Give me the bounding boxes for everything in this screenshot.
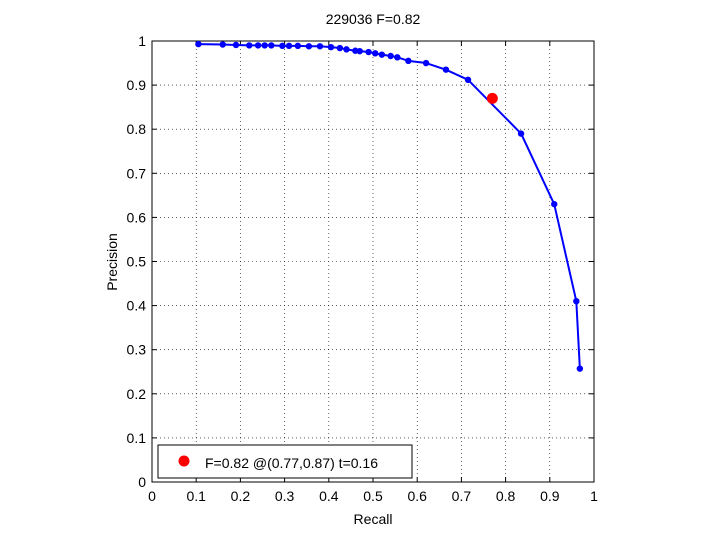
pr-curve-point — [279, 42, 286, 50]
pr-curve-point — [285, 42, 293, 50]
x-tick-label: 0.1 — [186, 488, 206, 504]
pr-curve-point — [422, 59, 430, 67]
pr-curve-point — [195, 40, 202, 48]
y-tick-label: 0.5 — [127, 254, 147, 270]
x-tick-label: 1 — [590, 488, 598, 504]
x-tick-label: 0.6 — [407, 488, 427, 504]
pr-curve-point — [246, 42, 253, 49]
y-tick-label: 0.4 — [127, 298, 147, 314]
pr-curve-point — [268, 42, 275, 49]
legend-label: F=0.82 @(0.77,0.87) t=0.16 — [205, 455, 378, 471]
pr-curve-point — [336, 44, 344, 52]
highlight-layer — [486, 92, 498, 104]
x-tick-label: 0.9 — [540, 488, 560, 504]
series-layer — [195, 40, 584, 372]
x-tick-label: 0.8 — [496, 488, 516, 504]
pr-curve-point — [254, 42, 262, 49]
x-tick-label: 0.5 — [363, 488, 383, 504]
chart-title: 229036 F=0.82 — [326, 11, 421, 27]
y-axis-label: Precision — [104, 233, 120, 291]
y-tick-label: 1 — [138, 33, 146, 49]
x-tick-label: 0.7 — [452, 488, 472, 504]
y-tick-label: 0.2 — [127, 386, 147, 402]
x-tick-label: 0.4 — [319, 488, 339, 504]
pr-curve-point — [365, 48, 372, 56]
pr-curve-point — [327, 43, 335, 51]
pr-curve-point — [517, 130, 525, 137]
pr-curve-point — [232, 41, 240, 49]
pr-curve-point — [442, 66, 450, 73]
pr-curve-point — [372, 50, 379, 57]
y-tick-label: 0.8 — [127, 121, 147, 137]
pr-curve-point — [405, 57, 412, 65]
pr-curve-point — [305, 43, 313, 50]
pr-curve-point — [219, 41, 226, 48]
legend: F=0.82 @(0.77,0.87) t=0.16 — [157, 444, 413, 479]
legend-box — [157, 444, 413, 479]
x-tick-label: 0.3 — [275, 488, 295, 504]
best-f-point — [486, 92, 498, 104]
y-tick-label: 0.9 — [127, 77, 147, 93]
pr-curve-point — [573, 297, 580, 305]
pr-curve-point — [316, 43, 324, 50]
pr-curve-point — [261, 42, 268, 49]
y-tick-label: 0 — [138, 474, 146, 490]
y-tick-label: 0.6 — [127, 209, 147, 225]
pr-curve-point — [343, 46, 350, 53]
y-tick-label: 0.1 — [127, 430, 147, 446]
y-tick-label: 0.3 — [127, 342, 147, 358]
pr-curve-point — [294, 42, 302, 50]
pr-curve-point — [356, 47, 363, 55]
pr-curve-point — [551, 200, 558, 208]
y-tick-label: 0.7 — [127, 165, 147, 181]
pr-curve-point — [387, 52, 394, 60]
pr-curve-point — [394, 54, 401, 61]
grid-lines — [152, 41, 594, 482]
x-axis-label: Recall — [354, 511, 393, 527]
legend-marker — [178, 455, 190, 467]
plot-axes-box — [151, 40, 595, 483]
x-tick-labels: 0 0.1 0.2 0.3 0.4 0.5 0.6 0.7 0.8 0.9 1 — [148, 488, 598, 504]
pr-curve-point — [378, 51, 386, 58]
pr-curve-point — [464, 76, 472, 84]
y-tick-labels: 0 0.1 0.2 0.3 0.4 0.5 0.6 0.7 0.8 0.9 1 — [127, 33, 147, 490]
pr-curve-point — [576, 365, 584, 372]
x-tick-label: 0 — [148, 488, 156, 504]
x-tick-label: 0.2 — [231, 488, 251, 504]
